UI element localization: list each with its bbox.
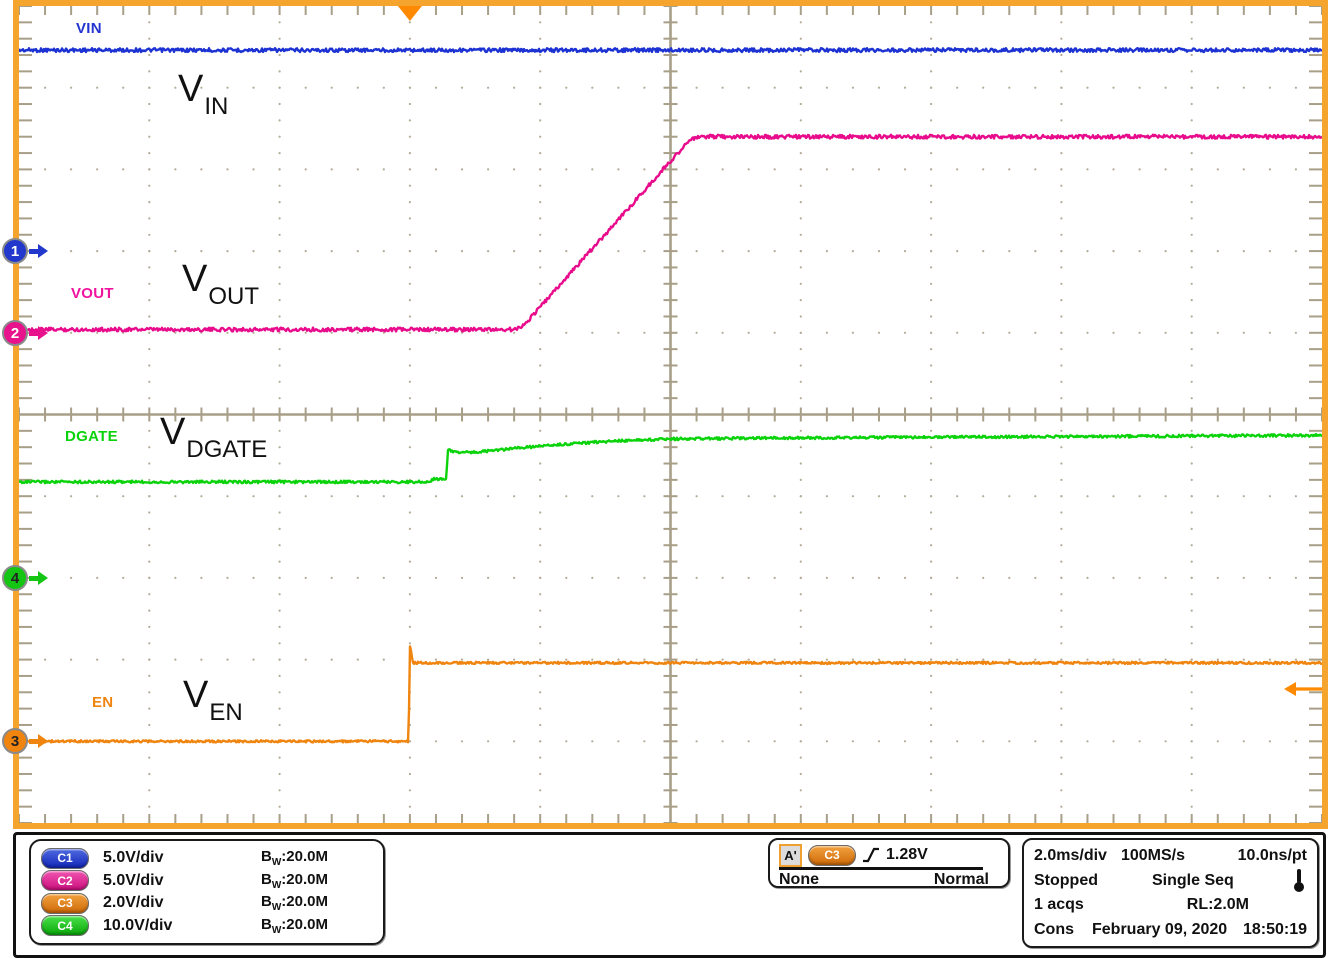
acquisition-state-row: Stopped Single Seq bbox=[1034, 869, 1307, 894]
bw-main: B bbox=[261, 893, 272, 911]
channel-4-ref-arrow-icon bbox=[38, 571, 48, 585]
acq-count: 1 acqs bbox=[1034, 896, 1084, 914]
trigger-mode-row: None Normal bbox=[779, 871, 999, 889]
channel-c4-badge[interactable]: C4 bbox=[41, 915, 89, 937]
date-time-row: Cons February 09, 2020 18:50:19 bbox=[1034, 918, 1307, 943]
channel-row-c1[interactable]: C1 5.0V/div BW:20.0M bbox=[41, 847, 373, 870]
readout-bar: C1 5.0V/div BW:20.0M C2 5.0V/div BW:20.0… bbox=[13, 832, 1326, 958]
channel-1-ref-digit: 1 bbox=[2, 238, 28, 264]
channel-c3-scale: 2.0V/div bbox=[103, 894, 164, 912]
bw-sub: W bbox=[271, 924, 282, 936]
bw-main: B bbox=[261, 870, 272, 888]
date-value: February 09, 2020 bbox=[1092, 920, 1228, 938]
trace-vin bbox=[19, 47, 1322, 54]
annotation-sub: EN bbox=[209, 698, 243, 726]
channel-row-c3[interactable]: C3 2.0V/div BW:20.0M bbox=[41, 892, 373, 915]
channel-c4-scale: 10.0V/div bbox=[103, 916, 173, 934]
channel-4-ref-marker[interactable]: 4 bbox=[2, 565, 48, 591]
annotation-main: V bbox=[182, 258, 208, 300]
trigger-source-row: A' C3 1.28V bbox=[779, 843, 999, 867]
trigger-holdoff[interactable]: None bbox=[779, 870, 819, 888]
trace-vout bbox=[19, 133, 1322, 333]
annotation-dgate: VDGATE bbox=[160, 411, 268, 463]
channel-4-ref-arrow-stem bbox=[29, 575, 38, 581]
annotation-main: V bbox=[160, 411, 186, 453]
sample-rate: 100MS/s bbox=[1120, 847, 1185, 865]
channel-c1-badge[interactable]: C1 bbox=[41, 847, 89, 869]
trigger-mode[interactable]: Normal bbox=[933, 870, 989, 888]
annotation-vin: VIN bbox=[178, 68, 229, 120]
channel-c2-bandwidth: BW:20.0M bbox=[261, 871, 373, 891]
bw-value: :20.0M bbox=[281, 870, 328, 888]
channel-3-ref-arrow-icon bbox=[38, 734, 48, 748]
bw-sub: W bbox=[271, 879, 282, 891]
channel-c4-bandwidth: BW:20.0M bbox=[261, 916, 373, 936]
channel-c2-scale: 5.0V/div bbox=[103, 871, 164, 889]
horizontal-acquisition-panel[interactable]: 2.0ms/div 100MS/s 10.0ns/pt Stopped Sing… bbox=[1022, 838, 1319, 948]
annotation-main: V bbox=[178, 68, 204, 110]
trigger-panel[interactable]: A' C3 1.28V None Normal bbox=[768, 838, 1010, 888]
channel-row-c2[interactable]: C2 5.0V/div BW:20.0M bbox=[41, 870, 373, 893]
channel-2-ref-marker[interactable]: 2 bbox=[2, 320, 48, 346]
timebase-value: 2.0ms/div bbox=[1034, 847, 1107, 865]
channel-settings-panel[interactable]: C1 5.0V/div BW:20.0M C2 5.0V/div BW:20.0… bbox=[29, 839, 385, 945]
bw-sub: W bbox=[271, 857, 282, 869]
trace-label-en: EN bbox=[92, 694, 114, 711]
channel-4-ref-digit: 4 bbox=[2, 565, 28, 591]
channel-c1-bandwidth: BW:20.0M bbox=[261, 848, 373, 868]
channel-1-ref-arrow-icon bbox=[38, 244, 48, 258]
time-value: 18:50:19 bbox=[1242, 920, 1307, 938]
cons-label: Cons bbox=[1034, 920, 1074, 938]
channel-c3-bandwidth: BW:20.0M bbox=[261, 893, 373, 913]
trigger-position-marker[interactable] bbox=[397, 6, 422, 21]
trigger-source-badge[interactable]: C3 bbox=[808, 844, 856, 866]
trace-dgate bbox=[19, 432, 1322, 485]
trace-label-vout: VOUT bbox=[71, 285, 114, 302]
channel-3-ref-digit: 3 bbox=[2, 728, 28, 754]
trigger-level-value: 1.28V bbox=[886, 846, 928, 863]
thermometer-icon bbox=[1293, 869, 1305, 893]
bw-sub: W bbox=[271, 902, 282, 914]
channel-3-ref-arrow-stem bbox=[29, 738, 38, 744]
bw-value: :20.0M bbox=[281, 915, 328, 933]
channel-row-c4[interactable]: C4 10.0V/div BW:20.0M bbox=[41, 915, 373, 938]
acquisition-count-row: 1 acqs RL:2.0M bbox=[1034, 893, 1307, 918]
channel-2-ref-arrow-icon bbox=[38, 326, 48, 340]
channel-1-ref-arrow-stem bbox=[29, 248, 38, 254]
annotation-sub: DGATE bbox=[186, 435, 268, 463]
bw-main: B bbox=[261, 848, 272, 866]
trace-label-dgate: DGATE bbox=[65, 428, 118, 445]
trigger-panel-divider bbox=[779, 867, 983, 870]
annotation-en: VEN bbox=[183, 674, 243, 726]
channel-1-ref-marker[interactable]: 1 bbox=[2, 238, 48, 264]
channel-2-ref-digit: 2 bbox=[2, 320, 28, 346]
acq-state: Stopped bbox=[1034, 871, 1098, 889]
bw-value: :20.0M bbox=[281, 848, 328, 866]
bw-value: :20.0M bbox=[281, 893, 328, 911]
channel-c3-badge[interactable]: C3 bbox=[41, 892, 89, 914]
scope-display: VIN VOUT DGATE EN VIN VOUT VDGATE VEN 1 … bbox=[2, 0, 1328, 829]
trace-label-vin: VIN bbox=[76, 20, 102, 37]
trigger-level-marker[interactable] bbox=[1284, 682, 1322, 697]
rising-edge-icon bbox=[863, 847, 879, 863]
annotation-vout: VOUT bbox=[182, 258, 260, 310]
annotation-sub: IN bbox=[204, 92, 229, 120]
trace-en bbox=[19, 645, 1322, 744]
record-length: RL:2.0M bbox=[1186, 896, 1249, 914]
trigger-event-badge[interactable]: A' bbox=[779, 843, 802, 867]
channel-3-ref-marker[interactable]: 3 bbox=[2, 728, 48, 754]
resolution: 10.0ns/pt bbox=[1237, 847, 1307, 865]
channel-c1-scale: 5.0V/div bbox=[103, 849, 164, 867]
acq-mode: Single Seq bbox=[1152, 871, 1234, 889]
bw-main: B bbox=[261, 915, 272, 933]
annotation-sub: OUT bbox=[208, 282, 260, 310]
channel-2-ref-arrow-stem bbox=[29, 330, 38, 336]
annotation-main: V bbox=[183, 674, 209, 716]
channel-c2-badge[interactable]: C2 bbox=[41, 870, 89, 892]
timebase-row: 2.0ms/div 100MS/s 10.0ns/pt bbox=[1034, 844, 1307, 869]
